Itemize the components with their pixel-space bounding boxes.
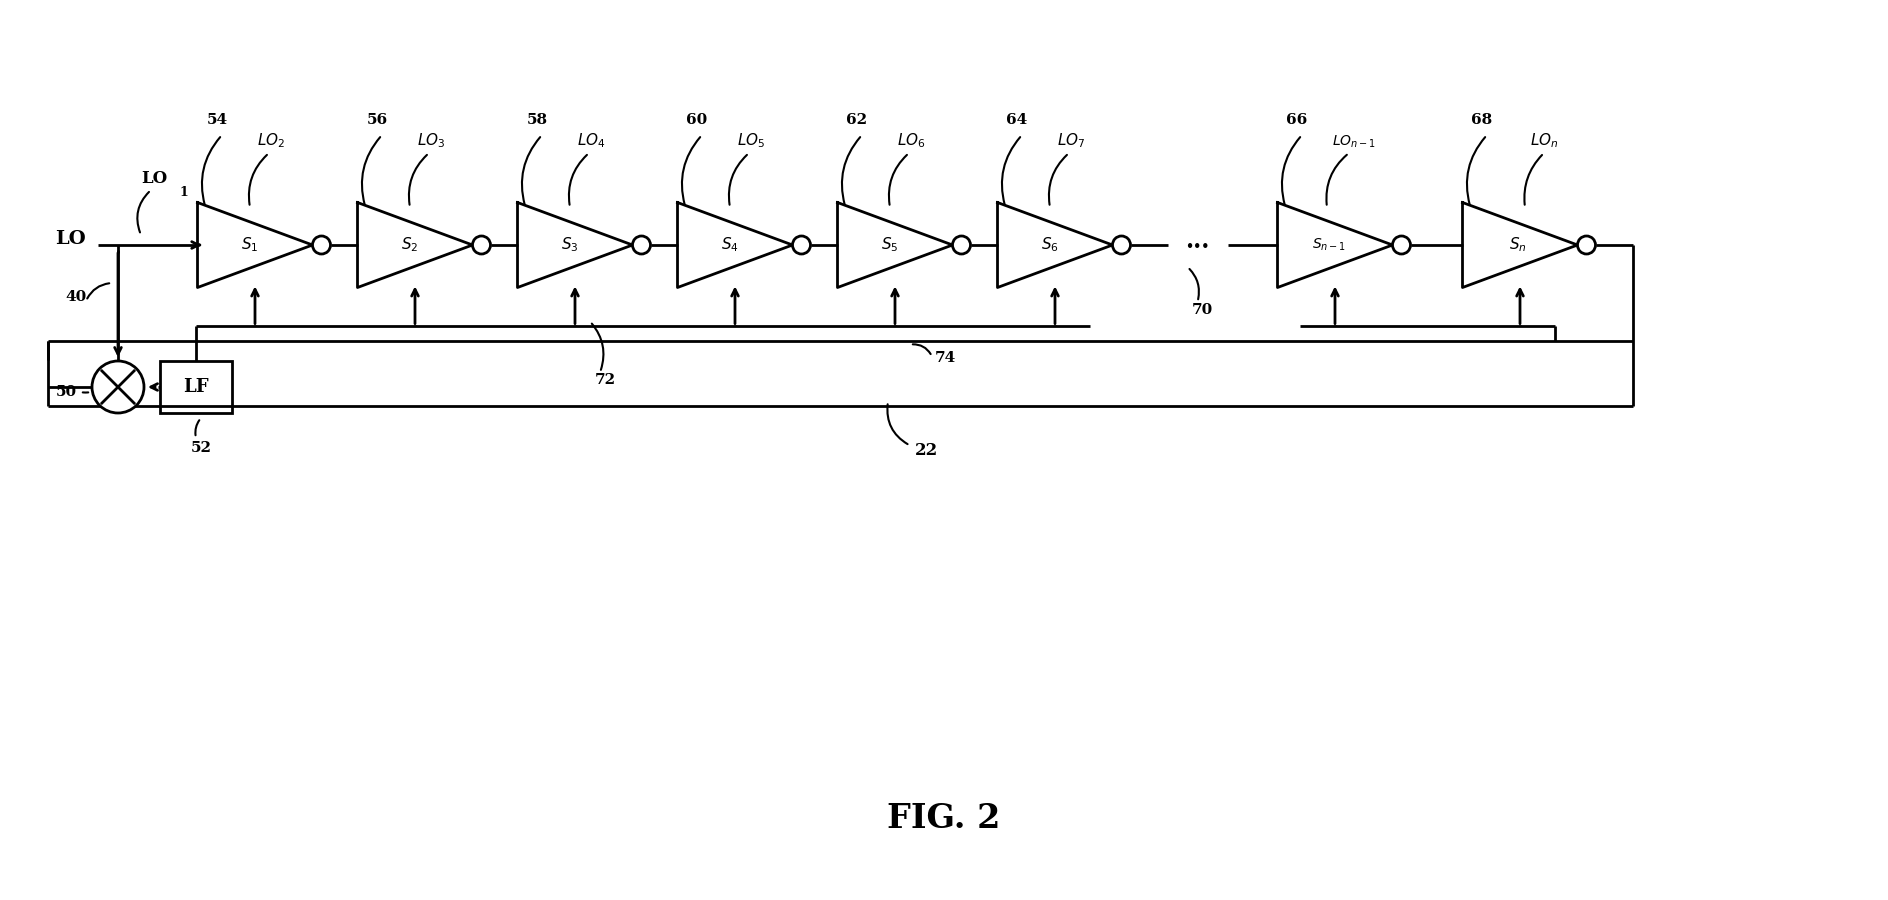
Text: 72: 72 bbox=[595, 374, 615, 388]
Text: 64: 64 bbox=[1006, 113, 1027, 127]
Text: 1: 1 bbox=[179, 186, 187, 199]
Text: 66: 66 bbox=[1286, 113, 1308, 127]
Text: $LO_n$: $LO_n$ bbox=[1529, 131, 1558, 150]
Circle shape bbox=[953, 236, 970, 254]
Text: $S_1$: $S_1$ bbox=[242, 236, 259, 255]
Text: 60: 60 bbox=[687, 113, 708, 127]
Text: $LO_6$: $LO_6$ bbox=[897, 131, 925, 150]
Circle shape bbox=[313, 236, 330, 254]
Circle shape bbox=[793, 236, 810, 254]
Text: $LO_2$: $LO_2$ bbox=[257, 131, 285, 150]
Text: 56: 56 bbox=[366, 113, 387, 127]
Text: 54: 54 bbox=[206, 113, 228, 127]
Text: $LO_3$: $LO_3$ bbox=[417, 131, 446, 150]
Text: $S_2$: $S_2$ bbox=[402, 236, 419, 255]
Text: $S_3$: $S_3$ bbox=[561, 236, 580, 255]
Circle shape bbox=[1112, 236, 1131, 254]
Text: $S_5$: $S_5$ bbox=[882, 236, 899, 255]
Text: 22: 22 bbox=[916, 442, 938, 459]
Text: 50: 50 bbox=[55, 385, 77, 399]
Text: $S_4$: $S_4$ bbox=[721, 236, 738, 255]
Circle shape bbox=[1578, 236, 1595, 254]
Text: $LO_4$: $LO_4$ bbox=[578, 131, 606, 150]
Bar bbox=[160, 361, 232, 413]
Text: $S_6$: $S_6$ bbox=[1040, 236, 1059, 255]
Text: LO: LO bbox=[142, 170, 168, 187]
Text: FIG. 2: FIG. 2 bbox=[887, 802, 1001, 834]
Text: ...: ... bbox=[1186, 229, 1210, 253]
Text: $LO_{n-1}$: $LO_{n-1}$ bbox=[1333, 133, 1376, 150]
Text: $LO_5$: $LO_5$ bbox=[736, 131, 765, 150]
Text: LF: LF bbox=[183, 378, 210, 396]
Text: 40: 40 bbox=[66, 290, 87, 304]
Text: 68: 68 bbox=[1471, 113, 1493, 127]
Circle shape bbox=[93, 361, 143, 413]
Text: 74: 74 bbox=[935, 352, 955, 365]
Text: $S_{n-1}$: $S_{n-1}$ bbox=[1312, 237, 1346, 253]
Circle shape bbox=[632, 236, 651, 254]
Text: 58: 58 bbox=[527, 113, 548, 127]
Text: LO: LO bbox=[55, 230, 85, 248]
Circle shape bbox=[472, 236, 491, 254]
Text: $S_n$: $S_n$ bbox=[1509, 236, 1527, 255]
Text: $LO_7$: $LO_7$ bbox=[1057, 131, 1086, 150]
Text: 52: 52 bbox=[191, 441, 211, 455]
Text: 70: 70 bbox=[1191, 303, 1214, 317]
Circle shape bbox=[1393, 236, 1410, 254]
Text: 62: 62 bbox=[846, 113, 868, 127]
